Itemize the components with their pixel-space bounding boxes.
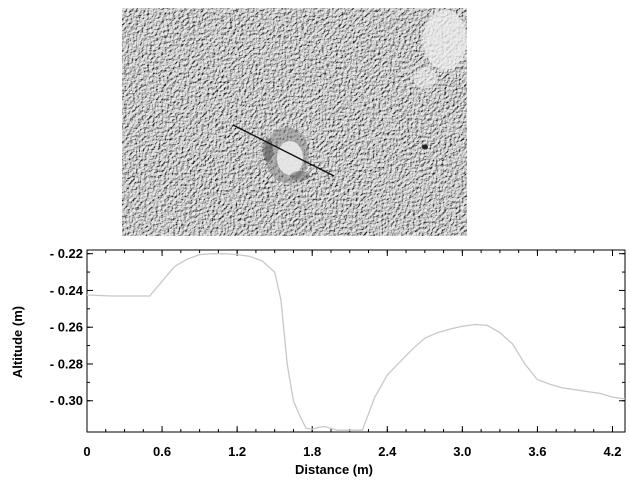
x-tick-label: 4.2 xyxy=(603,444,621,459)
x-tick-label: 3.0 xyxy=(453,444,471,459)
y-tick-label: - 0.24 xyxy=(50,283,84,298)
x-tick-label: 0 xyxy=(83,444,90,459)
y-tick-label: - 0.30 xyxy=(50,393,83,408)
x-tick-label: 2.4 xyxy=(378,444,397,459)
altitude-series-line xyxy=(86,253,626,431)
y-tick-label: - 0.22 xyxy=(50,246,83,261)
x-tick-label: 0.6 xyxy=(153,444,171,459)
x-axis-title: Distance (m) xyxy=(295,462,373,477)
terrain-relief-image xyxy=(122,8,467,236)
y-axis-title: Altitude (m) xyxy=(10,306,25,378)
y-tick-label: - 0.28 xyxy=(50,356,83,371)
y-tick-label: - 0.26 xyxy=(50,320,83,335)
x-tick-label: 1.2 xyxy=(228,444,246,459)
x-tick-label: 3.6 xyxy=(528,444,546,459)
profile-transect-line xyxy=(232,124,335,177)
dark-spot xyxy=(422,144,428,150)
plot-frame xyxy=(86,249,626,433)
x-tick-label: 1.8 xyxy=(303,444,321,459)
